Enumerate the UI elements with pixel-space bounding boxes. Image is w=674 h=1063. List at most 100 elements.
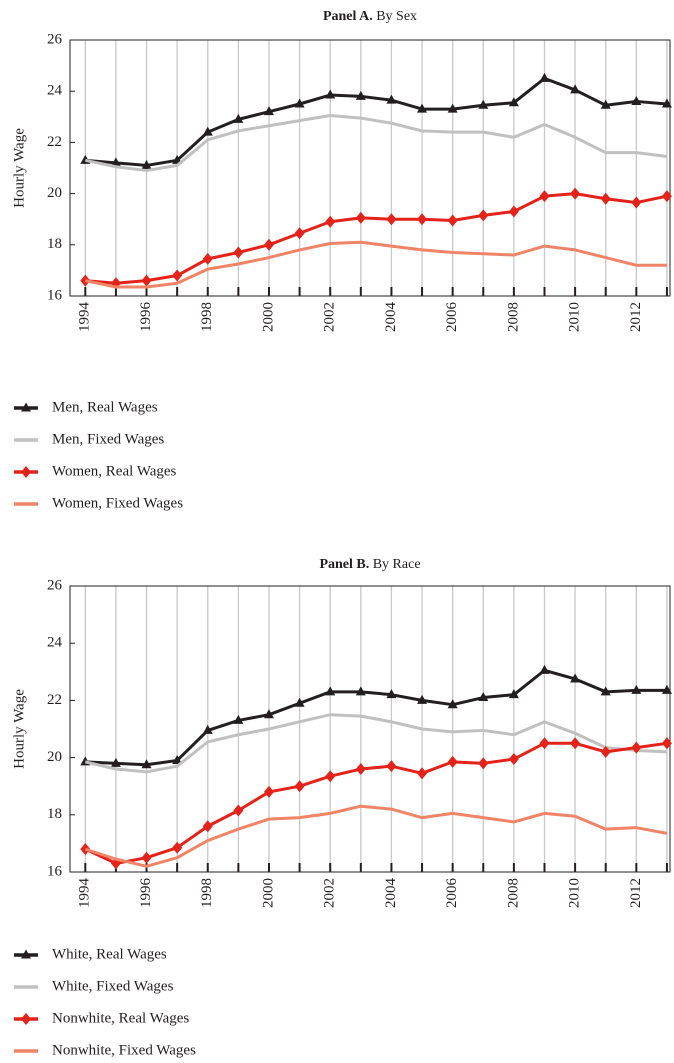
panel: Panel A. By Sex 1994 1996 1998 2000 2002 2004 2… <box>11 9 672 511</box>
marker <box>508 205 519 218</box>
x-tick-label: 2006 <box>444 302 460 333</box>
y-axis-label: Hourly Wage <box>11 128 27 208</box>
legend-label: Men, Fixed Wages <box>52 431 164 447</box>
marker <box>570 737 581 750</box>
marker <box>355 90 366 100</box>
x-tick-label: 1996 <box>138 878 154 909</box>
x-tick-label: 1994 <box>77 878 93 909</box>
x-tick-label: 2010 <box>567 302 583 332</box>
marker <box>294 780 305 793</box>
y-tick-label: 16 <box>47 287 63 303</box>
marker <box>202 252 213 265</box>
x-tick-label: 1996 <box>138 302 154 333</box>
marker <box>21 949 31 959</box>
marker <box>141 159 152 169</box>
marker <box>141 851 152 864</box>
legend-label: Nonwhite, Fixed Wages <box>52 1042 196 1058</box>
marker <box>233 714 244 724</box>
x-tick-label: 2008 <box>505 302 521 332</box>
series-line <box>84 713 668 774</box>
marker <box>386 94 397 104</box>
plot-frame <box>69 39 671 297</box>
x-tick-label: 2012 <box>628 878 644 908</box>
series-line <box>84 114 668 173</box>
y-tick-label: 20 <box>47 749 62 765</box>
y-tick-label: 26 <box>47 31 63 47</box>
legend-label: Women, Fixed Wages <box>52 495 183 511</box>
x-tick-label: 2012 <box>628 302 644 332</box>
chart-title: Panel A. By Sex <box>323 9 417 24</box>
marker <box>539 737 550 750</box>
marker <box>21 402 31 412</box>
marker <box>447 214 458 227</box>
marker <box>355 211 366 224</box>
y-tick-label: 24 <box>47 83 63 99</box>
marker <box>110 157 121 167</box>
marker <box>570 84 581 94</box>
marker <box>600 99 611 109</box>
marker <box>447 755 458 768</box>
y-axis-label: Hourly Wage <box>11 689 27 769</box>
x-tick-label: 1994 <box>77 302 93 333</box>
panel: Panel B. By Race 1994 1996 1998 2000 2002 2004… <box>11 557 672 1058</box>
y-tick-label: 16 <box>47 863 63 879</box>
marker <box>202 126 213 136</box>
marker <box>508 689 519 699</box>
marker <box>631 741 642 754</box>
marker <box>478 757 489 770</box>
marker <box>417 694 428 704</box>
marker <box>233 246 244 259</box>
legend-label: White, Fixed Wages <box>52 978 174 994</box>
x-tick-label: 2010 <box>567 878 583 908</box>
marker <box>386 689 397 699</box>
marker <box>355 686 366 696</box>
marker <box>172 269 183 282</box>
x-tick-label: 2002 <box>322 878 338 908</box>
marker <box>570 673 581 683</box>
marker <box>661 190 672 203</box>
marker <box>631 196 642 209</box>
x-tick-label: 1998 <box>199 302 215 332</box>
marker <box>325 89 336 99</box>
marker <box>263 106 274 116</box>
marker <box>417 767 428 780</box>
marker <box>661 98 672 108</box>
series-line <box>84 804 668 868</box>
legend-label: Men, Real Wages <box>52 399 158 415</box>
marker <box>141 759 152 769</box>
marker <box>202 820 213 833</box>
marker <box>386 213 397 226</box>
marker <box>508 97 519 107</box>
marker <box>325 770 336 783</box>
y-tick-label: 18 <box>47 806 62 822</box>
legend-label: Nonwhite, Real Wages <box>52 1010 189 1026</box>
y-tick-label: 24 <box>47 635 63 651</box>
x-tick-label: 2006 <box>444 878 460 909</box>
marker <box>325 686 336 696</box>
marker <box>478 692 489 702</box>
marker <box>417 103 428 113</box>
marker <box>202 724 213 734</box>
marker <box>478 209 489 222</box>
marker <box>233 804 244 817</box>
y-tick-label: 22 <box>47 692 62 708</box>
marker <box>631 95 642 105</box>
marker <box>294 227 305 240</box>
plot-frame <box>69 585 671 873</box>
marker <box>110 757 121 767</box>
marker <box>386 760 397 773</box>
y-tick-label: 22 <box>47 134 62 150</box>
marker <box>172 754 183 764</box>
marker <box>233 113 244 123</box>
marker <box>600 745 611 758</box>
marker <box>263 238 274 251</box>
marker <box>661 684 672 694</box>
x-tick-label: 2000 <box>260 302 276 332</box>
marker <box>294 98 305 108</box>
marker <box>661 737 672 750</box>
marker <box>600 192 611 205</box>
x-tick-label: 2002 <box>322 302 338 332</box>
series-line <box>85 668 667 767</box>
marker <box>447 103 458 113</box>
